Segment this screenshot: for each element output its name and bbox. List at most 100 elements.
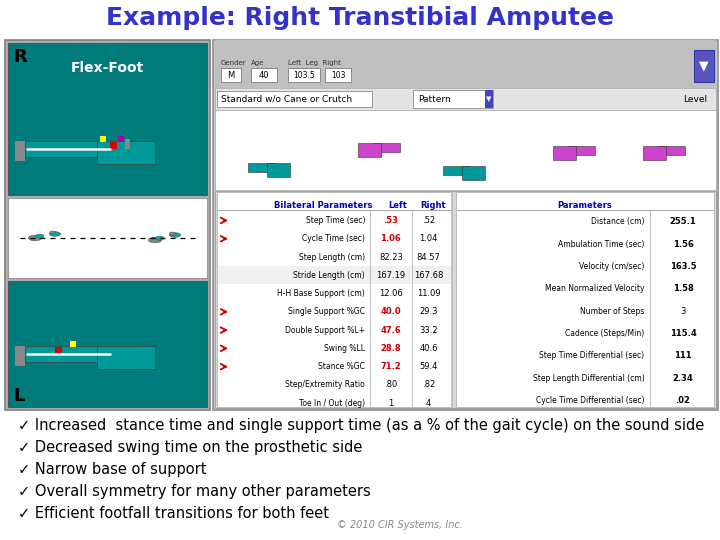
Bar — [553, 146, 576, 160]
Text: 33.2: 33.2 — [419, 326, 438, 335]
Text: 2.34: 2.34 — [672, 374, 693, 382]
Bar — [218, 266, 451, 285]
Text: Mean Normalized Velocity: Mean Normalized Velocity — [545, 284, 644, 293]
Text: 1.04: 1.04 — [419, 234, 438, 243]
Bar — [657, 146, 685, 155]
Bar — [694, 50, 714, 82]
Bar — [288, 68, 320, 82]
Bar — [96, 141, 155, 164]
Bar — [443, 166, 470, 175]
Bar — [110, 142, 117, 149]
Text: Swing %LL: Swing %LL — [324, 344, 365, 353]
Text: Left  Leg  Right: Left Leg Right — [288, 60, 341, 66]
Text: .82: .82 — [422, 381, 435, 389]
Bar — [14, 346, 25, 362]
Text: .02: .02 — [675, 396, 690, 405]
Text: Gender: Gender — [221, 60, 247, 66]
Text: 82.23: 82.23 — [379, 253, 402, 261]
Text: Toe In / Out (deg): Toe In / Out (deg) — [299, 399, 365, 408]
Bar — [462, 166, 485, 180]
Text: 1.58: 1.58 — [672, 284, 693, 293]
Ellipse shape — [28, 235, 42, 241]
Bar — [373, 143, 400, 152]
Text: Example: Right Transtibial Amputee: Example: Right Transtibial Amputee — [106, 6, 614, 30]
Text: 40.0: 40.0 — [381, 307, 401, 316]
Text: 4: 4 — [426, 399, 431, 408]
Ellipse shape — [169, 233, 181, 237]
Bar — [118, 136, 124, 142]
Text: Step Length (cm): Step Length (cm) — [299, 253, 365, 261]
Text: Stance %GC: Stance %GC — [318, 362, 365, 371]
Text: 1.06: 1.06 — [381, 234, 401, 243]
Bar — [25, 346, 122, 362]
Text: 12.06: 12.06 — [379, 289, 402, 298]
Bar — [5, 40, 210, 410]
Bar — [125, 139, 130, 149]
Bar — [215, 40, 716, 88]
Text: ▼: ▼ — [486, 96, 492, 102]
Bar — [413, 90, 493, 108]
Bar — [456, 192, 714, 407]
Text: Double Support %L+: Double Support %L+ — [285, 326, 365, 335]
Bar — [217, 192, 452, 407]
Bar — [215, 88, 716, 110]
Text: Left: Left — [389, 200, 408, 210]
Text: R: R — [13, 48, 27, 66]
Text: Pattern: Pattern — [418, 94, 451, 104]
Text: Stride Length (cm): Stride Length (cm) — [294, 271, 365, 280]
Text: 28.8: 28.8 — [381, 344, 401, 353]
Text: 1: 1 — [388, 399, 394, 408]
Text: .53: .53 — [384, 216, 398, 225]
Bar — [358, 143, 381, 157]
Bar — [221, 68, 241, 82]
Bar — [8, 281, 207, 407]
Text: .80: .80 — [384, 381, 397, 389]
Text: Number of Steps: Number of Steps — [580, 307, 644, 315]
Ellipse shape — [50, 232, 60, 237]
Text: Level: Level — [683, 94, 707, 104]
Text: 3: 3 — [680, 307, 685, 315]
Ellipse shape — [50, 231, 55, 234]
Bar — [100, 136, 106, 142]
Bar — [485, 90, 493, 108]
Text: Velocity (cm/sec): Velocity (cm/sec) — [579, 262, 644, 271]
Text: 255.1: 255.1 — [670, 217, 696, 226]
Text: 29.3: 29.3 — [419, 307, 438, 316]
Bar — [96, 346, 155, 369]
Text: Right: Right — [420, 200, 446, 210]
Text: 71.2: 71.2 — [381, 362, 401, 371]
Text: Step Time (sec): Step Time (sec) — [305, 216, 365, 225]
Ellipse shape — [148, 237, 161, 242]
Text: Step Length Differential (cm): Step Length Differential (cm) — [533, 374, 644, 382]
Text: Single Support %GC: Single Support %GC — [288, 307, 365, 316]
Bar — [251, 68, 277, 82]
Bar — [217, 91, 372, 107]
Bar — [248, 163, 275, 172]
Text: M: M — [228, 71, 235, 79]
Text: ▼: ▼ — [699, 59, 708, 72]
Text: Ambulation Time (sec): Ambulation Time (sec) — [558, 240, 644, 248]
Text: Cycle Time Differential (sec): Cycle Time Differential (sec) — [536, 396, 644, 405]
Bar — [325, 68, 351, 82]
Text: 103: 103 — [330, 71, 346, 79]
Text: Cadence (Steps/Min): Cadence (Steps/Min) — [565, 329, 644, 338]
Ellipse shape — [35, 234, 44, 238]
Text: 11.09: 11.09 — [417, 289, 441, 298]
Text: Cycle Time (sec): Cycle Time (sec) — [302, 234, 365, 243]
Bar — [55, 347, 62, 354]
Bar — [14, 355, 25, 366]
Bar — [25, 141, 122, 157]
Text: L: L — [13, 387, 24, 405]
Text: 47.6: 47.6 — [381, 326, 401, 335]
Bar — [213, 40, 718, 410]
Bar — [8, 198, 207, 278]
Text: ✓ Narrow base of support: ✓ Narrow base of support — [18, 462, 207, 477]
Text: .52: .52 — [422, 216, 435, 225]
Text: ✓ Increased  stance time and single support time (as a % of the gait cycle) on t: ✓ Increased stance time and single suppo… — [18, 418, 704, 433]
Bar — [14, 141, 25, 157]
Text: ✓ Decreased swing time on the prosthetic side: ✓ Decreased swing time on the prosthetic… — [18, 440, 362, 455]
Text: © 2010 CIR Systems, Inc.: © 2010 CIR Systems, Inc. — [337, 520, 463, 530]
Text: Distance (cm): Distance (cm) — [591, 217, 644, 226]
Ellipse shape — [169, 232, 176, 235]
Text: Age: Age — [251, 60, 264, 66]
